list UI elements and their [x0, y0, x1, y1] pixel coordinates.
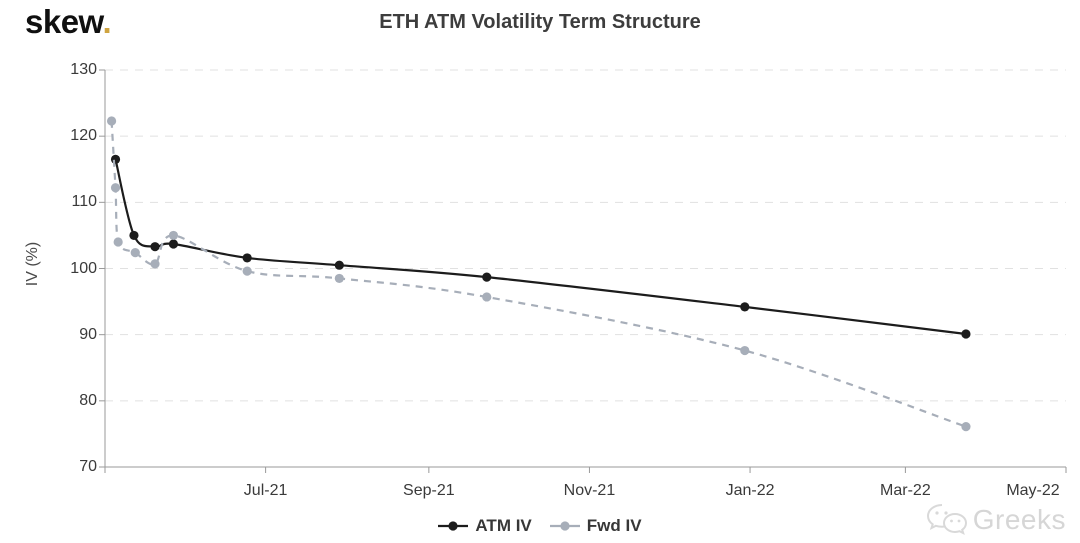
- watermark-text: Greeks: [972, 504, 1066, 535]
- x-tick-label-May-22: May-22: [1006, 482, 1060, 499]
- data-point-fwd-iv-7[interactable]: [334, 273, 344, 284]
- data-point-fwd-iv-2[interactable]: [113, 237, 123, 247]
- wechat-icon: [926, 504, 967, 535]
- skew-logo-text: skew: [25, 3, 103, 40]
- y-tick-label-120: 120: [70, 127, 97, 145]
- data-point-fwd-iv-10[interactable]: [961, 422, 971, 432]
- x-tick-label-Nov-21: Nov-21: [563, 482, 616, 499]
- legend-item-fwd-iv[interactable]: Fwd IV: [549, 516, 642, 536]
- series-line-fwd-iv: [110, 120, 967, 428]
- data-point-fwd-iv-5[interactable]: [168, 230, 179, 241]
- data-point-fwd-iv-1[interactable]: [110, 183, 121, 193]
- x-tick-label-Jan-22: Jan-22: [725, 482, 775, 499]
- data-point-fwd-iv-6[interactable]: [242, 266, 252, 276]
- x-tick-label-Sep-21: Sep-21: [403, 482, 455, 499]
- chart-title: ETH ATM Volatility Term Structure: [379, 11, 701, 33]
- data-point-fwd-iv-9[interactable]: [740, 345, 750, 356]
- skew-logo: skew.: [25, 3, 112, 40]
- skew-logo-dot: .: [102, 3, 112, 40]
- y-tick-label-70: 70: [79, 458, 97, 475]
- data-point-fwd-iv-3[interactable]: [130, 248, 140, 258]
- data-point-atm-iv-1[interactable]: [129, 230, 139, 241]
- series-line-atm-iv: [114, 159, 967, 336]
- y-tick-label-110: 110: [71, 193, 97, 211]
- y-tick-label-80: 80: [79, 391, 97, 409]
- data-point-atm-iv-4[interactable]: [242, 253, 252, 263]
- data-point-atm-iv-7[interactable]: [740, 302, 750, 312]
- legend-label: Fwd IV: [586, 516, 642, 535]
- x-tick-label-Jul-21: Jul-21: [243, 482, 288, 499]
- data-point-atm-iv-6[interactable]: [482, 272, 492, 282]
- legend-marker-icon: [549, 521, 580, 531]
- x-tick-label-Mar-22: Mar-22: [880, 482, 931, 499]
- legend-label: ATM IV: [475, 516, 532, 535]
- data-point-fwd-iv-4[interactable]: [150, 259, 160, 269]
- data-point-atm-iv-5[interactable]: [334, 260, 344, 270]
- y-tick-label-130: 130: [70, 61, 97, 78]
- watermark: Greeks: [926, 503, 1066, 537]
- legend-marker-icon: [438, 521, 469, 531]
- data-point-fwd-iv-0[interactable]: [106, 116, 117, 126]
- legend-item-atm-iv[interactable]: ATM IV: [438, 516, 532, 536]
- data-point-atm-iv-8[interactable]: [961, 329, 971, 339]
- data-point-atm-iv-0[interactable]: [110, 154, 121, 164]
- chart-legend: ATM IV Fwd IV: [0, 516, 1080, 536]
- data-point-atm-iv-2[interactable]: [150, 242, 160, 252]
- y-tick-label-90: 90: [79, 325, 97, 343]
- data-point-fwd-iv-8[interactable]: [482, 292, 492, 302]
- y-tick-label-100: 100: [70, 259, 97, 277]
- data-point-atm-iv-3[interactable]: [168, 239, 179, 249]
